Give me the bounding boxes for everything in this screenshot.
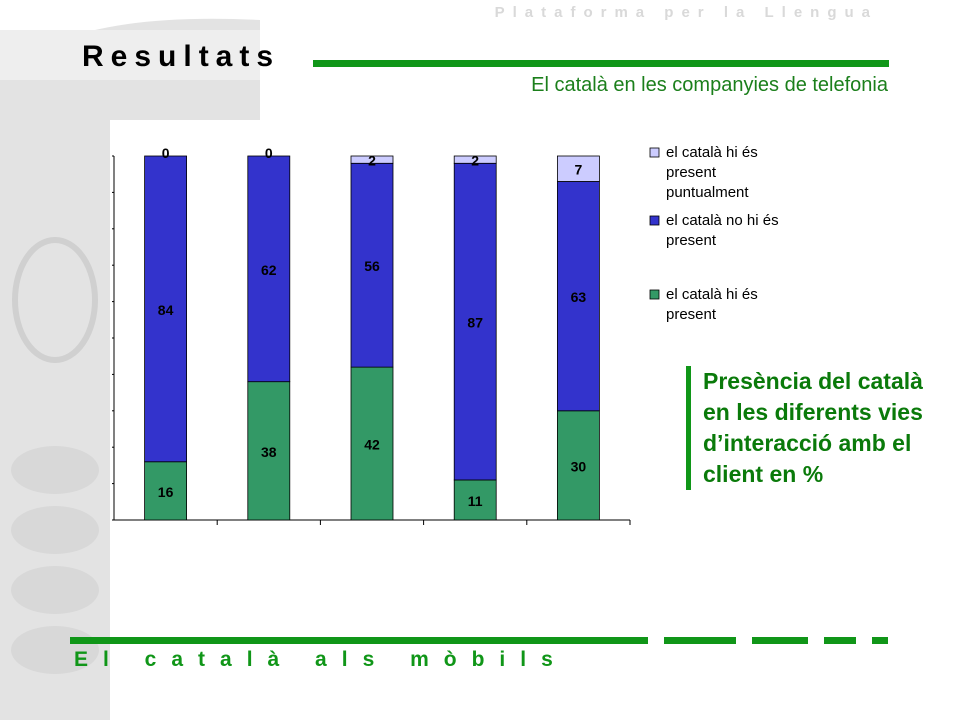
- data-label: 30: [571, 458, 587, 474]
- bar-segment: [144, 155, 187, 463]
- data-label: 11: [468, 493, 483, 509]
- data-label: 87: [467, 315, 483, 331]
- footer-rule-segment: [872, 637, 888, 644]
- data-label: 84: [158, 302, 174, 318]
- bar-segment: [453, 155, 497, 164]
- legend-label: present: [666, 306, 717, 323]
- stacked-bar-chart: 0%10%20%30%40%50%60%70%80%90%100%respost…: [112, 144, 779, 525]
- data-label: 0: [265, 145, 273, 161]
- bar-segment: [247, 381, 291, 521]
- title-rule: [313, 60, 889, 67]
- data-label: 2: [368, 153, 376, 169]
- organization-tagline: Plataforma per la Llengua: [494, 4, 878, 21]
- bar-segment: [556, 155, 600, 182]
- bar-segment: [453, 162, 497, 481]
- data-label: 63: [571, 289, 587, 305]
- data-label: 7: [575, 162, 583, 178]
- legend-label: el català hi és: [666, 286, 758, 303]
- legend-label: present: [666, 232, 717, 249]
- footer-rule-segment: [664, 637, 736, 644]
- legend-swatch: [649, 289, 660, 300]
- bar-segment: [453, 479, 497, 521]
- page-subtitle: El català en les companyies de telefonia: [531, 74, 888, 96]
- legend-swatch: [649, 147, 660, 158]
- bar-segment: [556, 410, 600, 521]
- footer-rule-segment: [752, 637, 808, 644]
- footer-rule-segment: [824, 637, 856, 644]
- bar-segment: [144, 461, 187, 521]
- bar-segment: [556, 181, 600, 412]
- bar-segment: [350, 366, 394, 521]
- footer-rule-segment: [70, 637, 648, 644]
- page-title: Resultats: [82, 40, 281, 73]
- legend-label: el català no hi és: [666, 212, 779, 229]
- legend-label: present: [666, 164, 717, 181]
- data-label: 62: [261, 262, 277, 278]
- data-label: 38: [261, 444, 277, 460]
- legend-label: el català hi és: [666, 144, 758, 161]
- bar-segment: [247, 155, 291, 383]
- bar-segment: [350, 155, 394, 164]
- bar-segment: [350, 162, 394, 368]
- chart-panel: 0%10%20%30%40%50%60%70%80%90%100%respost…: [112, 120, 920, 528]
- legend-swatch: [649, 215, 660, 226]
- data-label: 16: [158, 484, 174, 500]
- legend-label: puntualment: [666, 184, 749, 201]
- chart-description: Presència del català en les diferents vi…: [686, 366, 935, 490]
- data-label: 0: [162, 145, 170, 161]
- data-label: 56: [364, 258, 380, 274]
- data-label: 42: [364, 437, 380, 453]
- footer-caption: El català als mòbils: [74, 648, 568, 671]
- data-label: 2: [471, 153, 479, 169]
